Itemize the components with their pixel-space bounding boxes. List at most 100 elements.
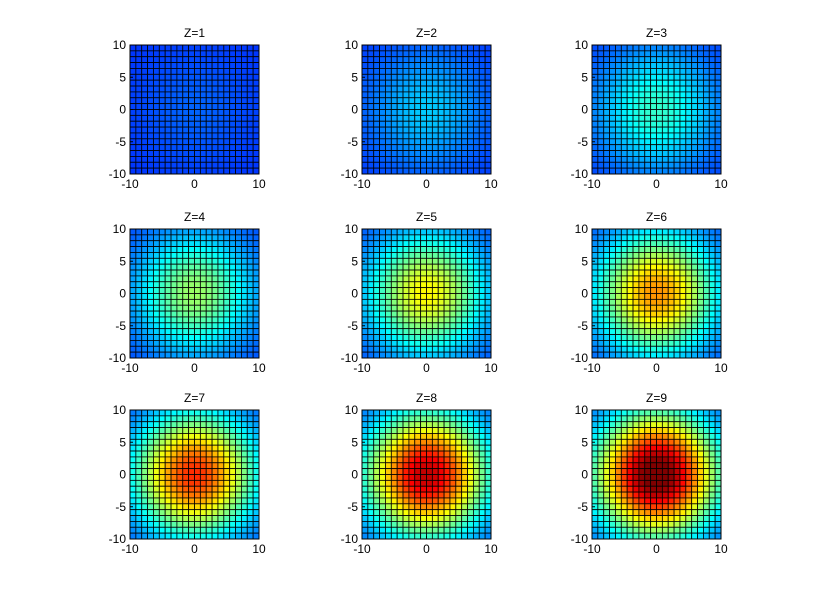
heatmap-cell: [141, 263, 148, 271]
heatmap-cell: [205, 73, 213, 81]
heatmap-cell: [484, 144, 492, 151]
heatmap-cell: [141, 310, 148, 318]
heatmap-cell: [188, 275, 195, 283]
heatmap-cell: [661, 62, 669, 69]
heatmap-cell: [385, 328, 392, 335]
heatmap-cell: [223, 281, 231, 289]
heatmap-cell: [229, 340, 236, 347]
heatmap-cell: [461, 438, 468, 446]
heatmap-cell: [467, 234, 474, 242]
heatmap-cell: [449, 167, 457, 175]
heatmap-cell: [170, 340, 178, 347]
heatmap-cell: [373, 91, 380, 99]
heatmap-cell: [373, 316, 380, 324]
heatmap-cell: [632, 287, 640, 294]
heatmap-cell: [182, 269, 190, 277]
heatmap-cell: [188, 316, 195, 324]
heatmap-cell: [609, 468, 616, 475]
heatmap-cell: [414, 485, 422, 493]
heatmap-cell: [650, 298, 657, 306]
heatmap-cell: [591, 275, 599, 283]
heatmap-cell: [217, 275, 225, 283]
heatmap-cell: [461, 68, 468, 75]
heatmap-cell: [194, 509, 201, 516]
heatmap-cell: [478, 427, 486, 434]
heatmap-cell: [176, 50, 184, 58]
heatmap-cell: [667, 491, 675, 499]
heatmap-cell: [461, 444, 468, 452]
heatmap-cell: [223, 468, 231, 475]
heatmap-cell: [373, 415, 380, 423]
heatmap-cell: [408, 240, 416, 247]
heatmap-cell: [182, 50, 190, 58]
heatmap-cell: [246, 340, 254, 347]
heatmap-cell: [361, 132, 369, 140]
heatmap-cell: [697, 485, 704, 493]
heatmap-cell: [158, 298, 166, 306]
heatmap-cell: [229, 310, 236, 318]
heatmap-cell: [667, 497, 675, 505]
heatmap-cell: [361, 515, 369, 522]
heatmap-cell: [644, 427, 652, 434]
heatmap-cell: [591, 228, 599, 236]
heatmap-cell: [638, 491, 646, 499]
heatmap-cell: [211, 409, 219, 417]
heatmap-cell: [591, 240, 599, 247]
heatmap-cell: [620, 68, 628, 75]
heatmap-cell: [703, 275, 710, 283]
heatmap-cell: [615, 138, 622, 146]
heatmap-cell: [656, 138, 663, 146]
heatmap-cell: [194, 246, 201, 253]
heatmap-cell: [223, 73, 231, 81]
heatmap-cell: [661, 132, 669, 140]
heatmap-cell: [656, 150, 663, 157]
heatmap-cell: [656, 103, 663, 110]
heatmap-cell: [691, 138, 698, 146]
heatmap-cell: [473, 415, 480, 423]
heatmap-cell: [615, 497, 622, 505]
heatmap-cell: [170, 421, 178, 428]
heatmap-cell: [170, 491, 178, 499]
heatmap-cell: [246, 450, 254, 458]
heatmap-cell: [632, 228, 640, 236]
heatmap-cell: [153, 144, 160, 151]
heatmap-cell: [194, 345, 201, 353]
heatmap-cell: [188, 474, 195, 481]
heatmap-cell: [408, 275, 416, 283]
heatmap-cell: [170, 114, 178, 122]
heatmap-cell: [153, 73, 160, 81]
heatmap-cell: [135, 503, 143, 511]
heatmap-cell: [182, 415, 190, 423]
heatmap-cell: [241, 509, 248, 516]
heatmap-cell: [246, 68, 254, 75]
heatmap-cell: [697, 240, 704, 247]
heatmap-cell: [176, 126, 184, 134]
heatmap-cell: [379, 257, 386, 265]
heatmap-cell: [408, 91, 416, 99]
heatmap-cell: [656, 491, 663, 499]
heatmap-cell: [385, 444, 392, 452]
heatmap-cell: [455, 114, 463, 122]
heatmap-cell: [188, 521, 195, 528]
heatmap-cell: [158, 287, 166, 294]
heatmap-cell: [135, 103, 143, 110]
heatmap-cell: [170, 474, 178, 481]
heatmap-cell: [153, 456, 160, 464]
heatmap-cell: [691, 427, 698, 434]
heatmap-cell: [182, 298, 190, 306]
heatmap-cell: [164, 515, 172, 522]
heatmap-cell: [644, 444, 652, 452]
heatmap-cell: [697, 479, 704, 487]
heatmap-cell: [673, 293, 681, 300]
heatmap-cell: [650, 56, 657, 63]
heatmap-cell: [679, 68, 687, 75]
heatmap-cell: [478, 415, 486, 423]
heatmap-cell: [632, 485, 640, 493]
heatmap-cell: [379, 334, 386, 341]
heatmap-cell: [361, 521, 369, 528]
heatmap-cell: [620, 474, 628, 481]
heatmap-cell: [679, 509, 687, 516]
heatmap-cell: [461, 509, 468, 516]
heatmap-cell: [603, 73, 610, 81]
